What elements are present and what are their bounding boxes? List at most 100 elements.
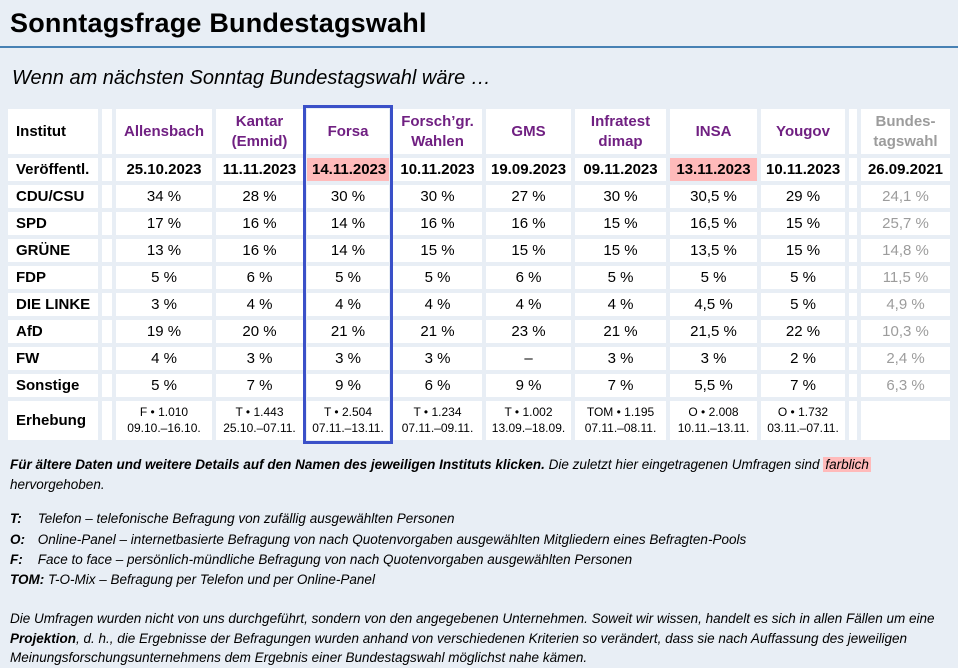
- institute-link-forsa[interactable]: Forsa: [307, 109, 389, 154]
- disclaimer-end: , d. h., die Ergebnisse der Befragungen …: [10, 630, 908, 666]
- survey-row: Erhebung F • 1.010 09.10.–16.10. T • 1.443…: [8, 401, 950, 441]
- poll-value-cell: 20 %: [216, 320, 303, 343]
- institute-link-yougov[interactable]: Yougov: [761, 109, 845, 154]
- poll-value-cell: 3 %: [393, 347, 482, 370]
- poll-value-cell: 15 %: [575, 239, 666, 262]
- header-divider: [0, 46, 958, 48]
- published-row: Veröffentl. 25.10.2023 11.11.2023 14.11.202…: [8, 158, 950, 181]
- poll-value-cell: 5 %: [393, 266, 482, 289]
- poll-value-cell: 3 %: [116, 293, 212, 316]
- table-wrap: Institut Allensbach Kantar (Emnid) Forsa For…: [8, 105, 950, 445]
- poll-value-cell: 4 %: [307, 293, 389, 316]
- spacer-cell: [102, 401, 112, 441]
- poll-value-cell: 16 %: [393, 212, 482, 235]
- poll-value-cell: 3 %: [307, 347, 389, 370]
- poll-value-cell: 16 %: [216, 239, 303, 262]
- page-title: Sonntagsfrage Bundestagswahl: [10, 8, 427, 38]
- row-label-grüne: GRÜNE: [8, 239, 98, 262]
- spacer-cell: [102, 347, 112, 370]
- poll-value-cell: –: [486, 347, 571, 370]
- poll-value-cell: 5 %: [761, 266, 845, 289]
- row-label-cdu-csu: CDU/CSU: [8, 185, 98, 208]
- institute-link-kantar[interactable]: Kantar (Emnid): [216, 109, 303, 154]
- poll-value-cell: 21,5 %: [670, 320, 757, 343]
- poll-table-body: Institut Allensbach Kantar (Emnid) Forsa For…: [8, 109, 950, 441]
- election-result-cell: 11,5 %: [861, 266, 950, 289]
- method-text: Face to face – persönlich-mündliche Befr…: [34, 551, 633, 567]
- spacer-cell: [849, 401, 857, 441]
- spacer-cell: [102, 266, 112, 289]
- row-label-die-linke: DIE LINKE: [8, 293, 98, 316]
- click-hint-middle: Die zuletzt hier eingetragenen Umfragen …: [544, 457, 824, 473]
- click-hint-bold: Für ältere Daten und weitere Details auf…: [10, 457, 545, 473]
- election-date-cell: 26.09.2021: [861, 158, 950, 181]
- poll-value-cell: 14 %: [307, 212, 389, 235]
- poll-value-cell: 4 %: [216, 293, 303, 316]
- publish-date-cell: 11.11.2023: [216, 158, 303, 181]
- poll-value-cell: 34 %: [116, 185, 212, 208]
- method-line-o: O: Online-Panel – internetbasierte Befra…: [10, 530, 950, 550]
- institute-link-insa[interactable]: INSA: [670, 109, 757, 154]
- publish-date-cell: 13.11.2023: [670, 158, 757, 181]
- party-row: SPD 17 % 16 % 14 % 16 % 16 % 15 % 16,5 % 15 % 25,…: [8, 212, 950, 235]
- poll-value-cell: 15 %: [486, 239, 571, 262]
- poll-value-cell: 16 %: [486, 212, 571, 235]
- spacer-cell: [849, 374, 857, 397]
- click-hint-end: hervorgehoben.: [10, 476, 105, 492]
- survey-info-cell: O • 1.732 03.11.–07.11.: [761, 401, 845, 441]
- poll-value-cell: 19 %: [116, 320, 212, 343]
- publish-date-cell: 14.11.2023: [307, 158, 389, 181]
- poll-value-cell: 7 %: [761, 374, 845, 397]
- institute-link-allensbach[interactable]: Allensbach: [116, 109, 212, 154]
- party-row: GRÜNE 13 % 16 % 14 % 15 % 15 % 15 % 13,5 % 15 % 1…: [8, 239, 950, 262]
- election-result-cell: 24,1 %: [861, 185, 950, 208]
- poll-value-cell: 4 %: [575, 293, 666, 316]
- row-label-sonstige: Sonstige: [8, 374, 98, 397]
- election-result-cell: 6,3 %: [861, 374, 950, 397]
- poll-value-cell: 15 %: [393, 239, 482, 262]
- poll-value-cell: 6 %: [486, 266, 571, 289]
- poll-value-cell: 7 %: [216, 374, 303, 397]
- spacer-cell: [102, 212, 112, 235]
- poll-value-cell: 22 %: [761, 320, 845, 343]
- spacer-cell: [849, 293, 857, 316]
- poll-value-cell: 13,5 %: [670, 239, 757, 262]
- election-result-cell: 10,3 %: [861, 320, 950, 343]
- method-line-tom: TOM: T-O-Mix – Befragung per Telefon und…: [10, 570, 950, 590]
- survey-info-cell: TOM • 1.195 07.11.–08.11.: [575, 401, 666, 441]
- survey-info-cell: T • 1.234 07.11.–09.11.: [393, 401, 482, 441]
- election-result-cell: 25,7 %: [861, 212, 950, 235]
- institute-link-forsch-gr[interactable]: Forsch’gr. Wahlen: [393, 109, 482, 154]
- survey-info-cell: O • 2.008 10.11.–13.11.: [670, 401, 757, 441]
- spacer-cell: [849, 185, 857, 208]
- election-column-header: Bundes- tagswahl: [861, 109, 950, 154]
- party-row: FW 4 % 3 % 3 % 3 % –3 % 3 % 2 % 2,4 %: [8, 347, 950, 370]
- poll-value-cell: 23 %: [486, 320, 571, 343]
- election-result-cell: 2,4 %: [861, 347, 950, 370]
- poll-value-cell: 5 %: [116, 374, 212, 397]
- poll-value-cell: 29 %: [761, 185, 845, 208]
- election-result-cell: 4,9 %: [861, 293, 950, 316]
- publish-date-cell: 09.11.2023: [575, 158, 666, 181]
- institute-link-gms[interactable]: GMS: [486, 109, 571, 154]
- method-abbr: F:: [10, 551, 23, 567]
- institute-link-infratest[interactable]: Infratest dimap: [575, 109, 666, 154]
- spacer-cell: [849, 347, 857, 370]
- row-label: Erhebung: [8, 401, 98, 441]
- table-header-row: Institut Allensbach Kantar (Emnid) Forsa For…: [8, 109, 950, 154]
- poll-value-cell: 15 %: [575, 212, 666, 235]
- poll-value-cell: 15 %: [761, 239, 845, 262]
- poll-value-cell: 4 %: [116, 347, 212, 370]
- election-result-cell: 14,8 %: [861, 239, 950, 262]
- spacer-cell: [849, 158, 857, 181]
- spacer-cell: [102, 320, 112, 343]
- spacer-cell: [102, 185, 112, 208]
- method-line-f: F: Face to face – persönlich-mündliche B…: [10, 550, 950, 570]
- poll-value-cell: 6 %: [393, 374, 482, 397]
- survey-info-cell: T • 1.002 13.09.–18.09.: [486, 401, 571, 441]
- poll-value-cell: 3 %: [575, 347, 666, 370]
- spacer-cell: [849, 239, 857, 262]
- survey-info-cell: F • 1.010 09.10.–16.10.: [116, 401, 212, 441]
- publish-date-cell: 10.11.2023: [393, 158, 482, 181]
- notes-paragraph: Für ältere Daten und weitere Details auf…: [10, 455, 950, 494]
